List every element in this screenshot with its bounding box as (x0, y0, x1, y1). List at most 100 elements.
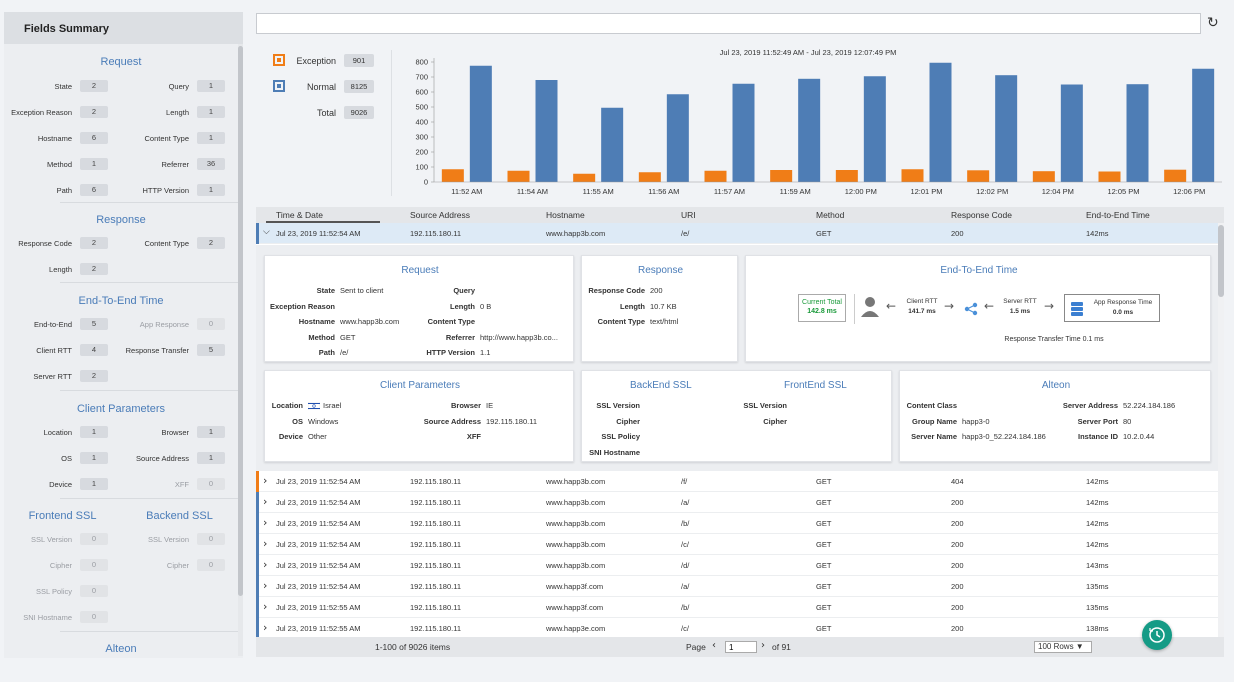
field-summary-row[interactable]: Content Type 1 (4, 132, 225, 146)
expand-chevron-icon[interactable]: › (263, 558, 268, 571)
search-input[interactable] (256, 13, 1201, 34)
detail-field-key: Server Port (1077, 416, 1118, 426)
rows-per-page-select[interactable]: 100 Rows ▼ (1034, 641, 1092, 653)
collapse-chevron-icon[interactable]: ⌵ (263, 227, 270, 237)
field-summary-row[interactable]: Cipher 0 (4, 559, 108, 573)
field-summary-row[interactable]: SSL Version 0 (4, 533, 225, 547)
chart-bars[interactable] (441, 62, 1215, 183)
bar-normal[interactable] (1126, 84, 1149, 182)
page-number-input[interactable] (725, 641, 757, 653)
detail-field-key: Content Type (427, 317, 475, 326)
field-summary-row[interactable]: State 2 (4, 80, 108, 94)
details-e2e-title: End-To-End Time (940, 265, 1018, 276)
table-row[interactable]: › Jul 23, 2019 11:52:54 AM 192.115.180.11 w… (256, 513, 1218, 534)
sidebar-scrollbar-thumb[interactable] (238, 46, 243, 596)
requests-bar-chart[interactable]: Jul 23, 2019 11:52:49 AM - Jul 23, 2019 … (400, 44, 1224, 204)
field-summary-row[interactable]: Referrer 36 (4, 158, 225, 172)
bar-normal[interactable] (469, 65, 492, 182)
bar-normal[interactable] (929, 62, 952, 182)
table-row[interactable]: › Jul 23, 2019 11:52:54 AM 192.115.180.11 w… (256, 492, 1218, 513)
cell-time: Jul 23, 2019 11:52:54 AM (276, 540, 361, 549)
bar-normal[interactable] (863, 76, 886, 182)
field-summary-row[interactable]: Query 1 (4, 80, 225, 94)
bar-normal[interactable] (995, 75, 1018, 182)
detail-field-value: /e/ (340, 348, 349, 357)
field-summary-row[interactable]: XFF 0 (4, 478, 225, 492)
col-header-uri[interactable]: URI (681, 210, 696, 220)
expand-chevron-icon[interactable]: › (263, 474, 268, 487)
field-summary-row[interactable]: Source Address 1 (4, 452, 225, 466)
expand-chevron-icon[interactable]: › (263, 579, 268, 592)
field-summary-row[interactable]: Exception Reason 2 (4, 106, 108, 120)
bar-normal[interactable] (732, 83, 755, 182)
table-row[interactable]: › Jul 23, 2019 11:52:54 AM 192.115.180.11 w… (256, 534, 1218, 555)
bar-exception[interactable] (638, 172, 661, 182)
exception-toggle-checkbox[interactable] (273, 54, 285, 66)
col-header-hostname[interactable]: Hostname (546, 210, 585, 220)
bar-normal[interactable] (601, 107, 624, 182)
table-row[interactable]: › Jul 23, 2019 11:52:54 AM 192.115.180.11 w… (256, 471, 1218, 492)
field-summary-row[interactable]: SSL Version 0 (4, 533, 108, 547)
field-summary-row[interactable]: Method 1 (4, 158, 108, 172)
field-summary-row[interactable]: Length 2 (4, 263, 108, 277)
bar-normal[interactable] (535, 80, 558, 182)
bar-normal[interactable] (798, 78, 821, 182)
field-summary-row[interactable]: App Response 0 (4, 318, 225, 332)
field-summary-row[interactable]: Server RTT 2 (4, 370, 108, 384)
bar-normal[interactable] (666, 94, 689, 182)
field-summary-row[interactable]: SNI Hostname 0 (4, 611, 108, 625)
col-header-source[interactable]: Source Address (410, 210, 471, 220)
bar-exception[interactable] (573, 173, 596, 182)
bar-exception[interactable] (441, 169, 464, 182)
table-row[interactable]: › Jul 23, 2019 11:52:54 AM 192.115.180.11 w… (256, 576, 1218, 597)
table-row-expanded[interactable]: ⌵ Jul 23, 2019 11:52:54 AM 192.115.180.1… (256, 223, 1218, 244)
col-header-e2e-time[interactable]: End-to-End Time (1086, 210, 1150, 220)
col-header-response-code[interactable]: Response Code (951, 210, 1012, 220)
field-summary-row[interactable]: Hostname 6 (4, 132, 108, 146)
field-summary-row[interactable]: HTTP Version 1 (4, 184, 225, 198)
bar-exception[interactable] (835, 170, 858, 182)
summary-divider (391, 50, 392, 196)
expand-chevron-icon[interactable]: › (263, 516, 268, 529)
field-summary-row[interactable]: Response Transfer 5 (4, 344, 225, 358)
table-row[interactable]: › Jul 23, 2019 11:52:54 AM 192.115.180.11 w… (256, 555, 1218, 576)
normal-toggle-checkbox[interactable] (273, 80, 285, 92)
field-summary-row[interactable]: OS 1 (4, 452, 108, 466)
expand-chevron-icon[interactable]: › (263, 495, 268, 508)
bar-exception[interactable] (1164, 169, 1187, 182)
expand-chevron-icon[interactable]: › (263, 600, 268, 613)
table-scrollbar-thumb[interactable] (1218, 225, 1224, 297)
field-summary-row[interactable]: Client RTT 4 (4, 344, 108, 358)
bar-exception[interactable] (967, 170, 990, 182)
col-header-method[interactable]: Method (816, 210, 845, 220)
table-row[interactable]: › Jul 23, 2019 11:52:55 AM 192.115.180.11 w… (256, 618, 1218, 639)
field-summary-row[interactable]: Device 1 (4, 478, 108, 492)
history-fab-button[interactable] (1142, 620, 1172, 650)
prev-page-icon[interactable]: ‹ (712, 640, 716, 651)
table-scrollbar[interactable] (1218, 223, 1224, 637)
col-header-time[interactable]: Time & Date (276, 210, 323, 220)
field-summary-row[interactable]: Response Code 2 (4, 237, 108, 251)
field-summary-row[interactable]: SSL Policy 0 (4, 585, 108, 599)
expand-chevron-icon[interactable]: › (263, 537, 268, 550)
expand-chevron-icon[interactable]: › (263, 621, 268, 634)
bar-normal[interactable] (1060, 84, 1083, 183)
bar-normal[interactable] (1192, 68, 1215, 182)
field-summary-row[interactable]: Cipher 0 (4, 559, 225, 573)
field-summary-row[interactable]: Location 1 (4, 426, 108, 440)
next-page-icon[interactable]: › (761, 640, 765, 651)
bar-exception[interactable] (704, 170, 727, 182)
bar-exception[interactable] (1032, 171, 1055, 182)
refresh-icon[interactable]: ↻ (1207, 15, 1219, 31)
bar-exception[interactable] (770, 170, 793, 182)
bar-exception[interactable] (507, 170, 530, 182)
field-summary-row[interactable]: Content Type 2 (4, 237, 225, 251)
field-summary-row[interactable]: Length 1 (4, 106, 225, 120)
field-summary-row[interactable]: Browser 1 (4, 426, 225, 440)
bar-exception[interactable] (1098, 171, 1121, 183)
field-summary-row[interactable]: Path 6 (4, 184, 108, 198)
bar-exception[interactable] (901, 169, 924, 182)
cell-e2e: 143ms (1086, 561, 1109, 570)
table-row[interactable]: › Jul 23, 2019 11:52:55 AM 192.115.180.11 w… (256, 597, 1218, 618)
field-summary-row[interactable]: End-to-End 5 (4, 318, 108, 332)
